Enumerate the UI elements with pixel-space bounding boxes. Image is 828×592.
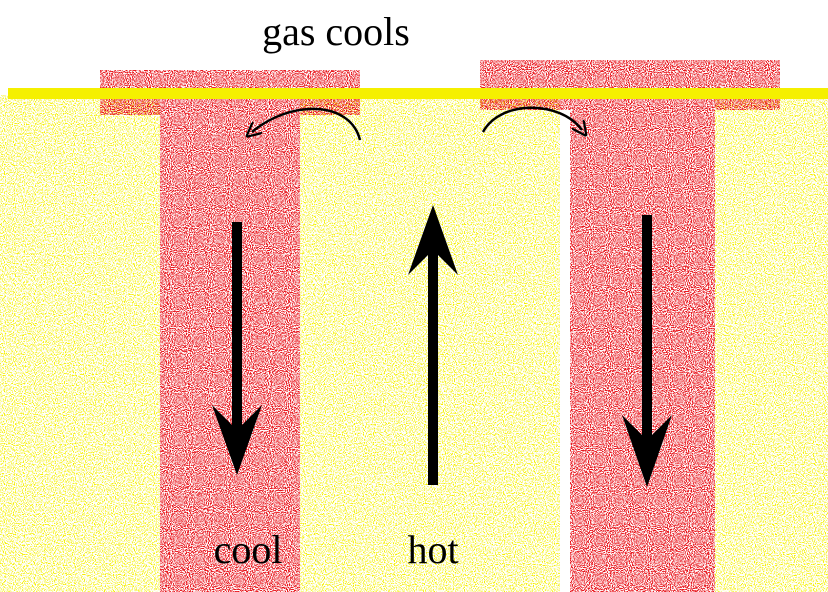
surface-layer — [8, 88, 828, 99]
top-label: gas cools — [262, 9, 410, 54]
cool-label: cool — [214, 527, 283, 572]
gas-bands — [0, 60, 828, 592]
hot-label: hot — [407, 527, 458, 572]
convection-diagram: gas cools cool hot — [0, 0, 828, 592]
